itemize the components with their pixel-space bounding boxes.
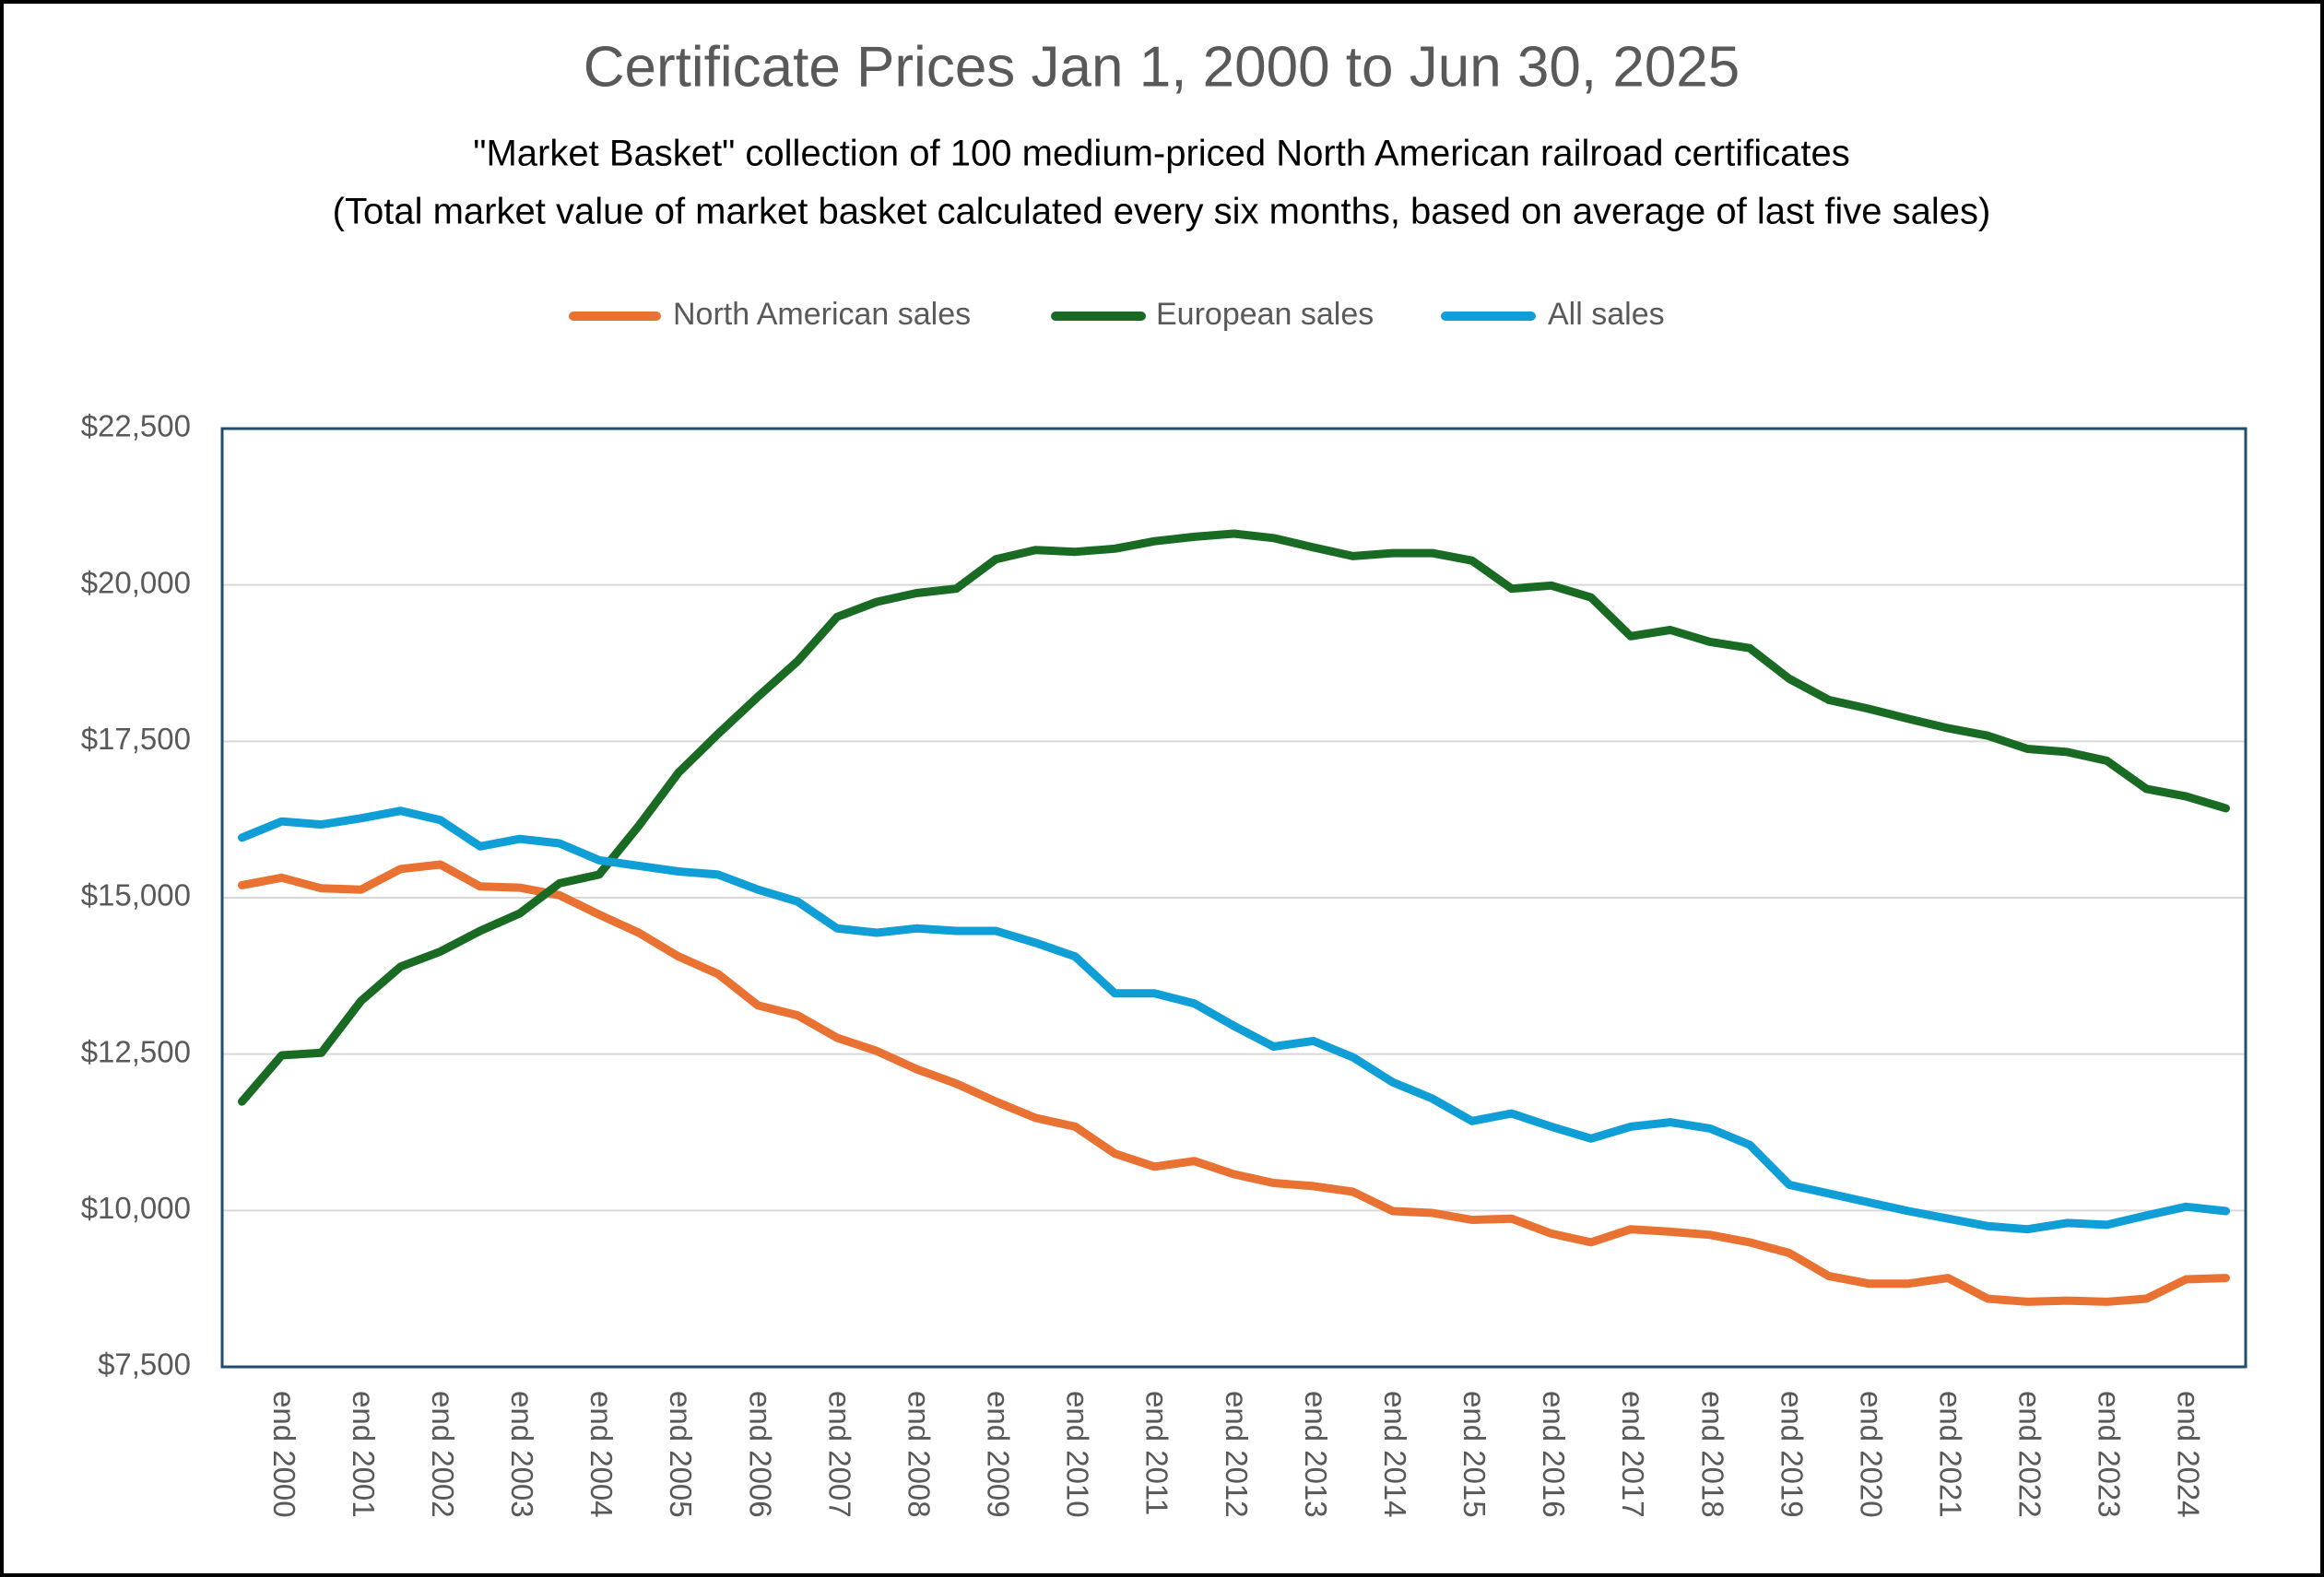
x-tick-label: end 2024 xyxy=(2172,1391,2206,1518)
series-line xyxy=(238,860,2230,1306)
y-tick-label: $22,500 xyxy=(81,409,191,443)
x-tick-label: end 2008 xyxy=(902,1391,936,1518)
legend-label: All sales xyxy=(1548,297,1665,332)
x-tick-label: end 2005 xyxy=(664,1391,698,1518)
x-tick-label: end 2000 xyxy=(267,1391,301,1518)
chart-title: Certificate Prices Jan 1, 2000 to Jun 30… xyxy=(584,35,1740,99)
x-tick-label: end 2010 xyxy=(1061,1391,1095,1518)
x-tick-label: end 2015 xyxy=(1457,1391,1492,1518)
chart-subtitle: "Market Basket" collection of 100 medium… xyxy=(473,134,1849,174)
x-tick-label: end 2016 xyxy=(1537,1391,1571,1518)
y-tick-label: $12,500 xyxy=(81,1034,191,1068)
x-tick-label: end 2001 xyxy=(347,1391,381,1518)
plot-border xyxy=(220,427,2247,1369)
y-tick-label: $10,000 xyxy=(81,1191,191,1225)
x-tick-label: end 2018 xyxy=(1695,1391,1729,1518)
x-tick-label: end 2012 xyxy=(1220,1391,1254,1518)
x-tick-label: end 2002 xyxy=(426,1391,460,1518)
x-tick-label: end 2022 xyxy=(2013,1391,2047,1518)
x-tick-label: end 2017 xyxy=(1616,1391,1650,1518)
x-tick-label: end 2020 xyxy=(1854,1391,1888,1518)
x-tick-label: end 2023 xyxy=(2093,1391,2127,1518)
x-tick-label: end 2003 xyxy=(505,1391,539,1518)
x-tick-label: end 2011 xyxy=(1140,1391,1174,1515)
x-tick-label: end 2021 xyxy=(1933,1391,1967,1518)
legend-label: North American sales xyxy=(673,297,971,332)
x-tick-label: end 2004 xyxy=(584,1391,619,1518)
x-tick-label: end 2007 xyxy=(822,1391,856,1518)
chart-subtitle: (Total market value of market basket cal… xyxy=(333,192,1991,232)
y-tick-label: $15,000 xyxy=(81,878,191,912)
legend-label: European sales xyxy=(1156,297,1374,332)
y-tick-label: $20,000 xyxy=(81,565,191,599)
x-tick-label: end 2014 xyxy=(1378,1391,1412,1518)
x-tick-label: end 2013 xyxy=(1299,1391,1333,1518)
y-tick-label: $17,500 xyxy=(81,722,191,756)
x-tick-label: end 2019 xyxy=(1775,1391,1809,1518)
series-line xyxy=(238,806,2230,1234)
x-tick-label: end 2009 xyxy=(982,1391,1016,1518)
series-line xyxy=(238,529,2230,1106)
y-tick-label: $7,500 xyxy=(98,1348,191,1382)
x-tick-label: end 2006 xyxy=(743,1391,777,1518)
